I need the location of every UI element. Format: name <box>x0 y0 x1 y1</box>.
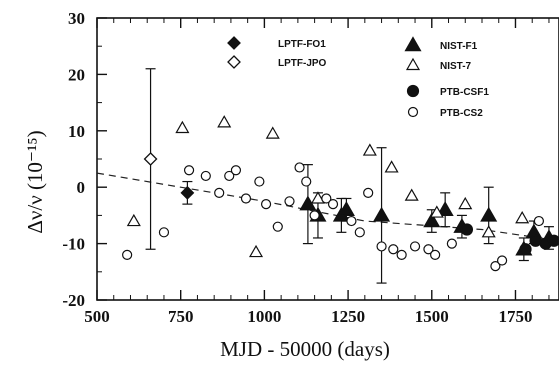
x-tick-label: 500 <box>84 307 110 326</box>
x-tick-label: 1250 <box>331 307 365 326</box>
series-ptb-cs2 <box>122 162 545 272</box>
data-point-ptb-cs2 <box>122 249 133 260</box>
x-tick-label: 1000 <box>247 307 281 326</box>
data-point-ptb-cs2 <box>200 170 211 182</box>
legend-marker-nist-7 <box>405 57 421 71</box>
data-point-lptf-jpo <box>143 152 158 166</box>
data-point-nist-7 <box>362 143 377 156</box>
x-tick-label: 750 <box>168 307 194 326</box>
legend-label-nist-f1: NIST-F1 <box>440 41 478 52</box>
data-point-nist-7 <box>248 244 264 258</box>
y-tick-label: -20 <box>62 291 85 310</box>
legend-marker-ptb-cs2 <box>407 106 419 118</box>
data-point-nist-f1 <box>436 201 454 216</box>
series-lptf-fo1 <box>180 180 195 205</box>
data-point-ptb-cs2 <box>396 249 407 260</box>
data-point-nist-7 <box>265 126 280 139</box>
x-tick-label: 1500 <box>415 307 449 326</box>
data-point-nist-f1 <box>423 212 441 228</box>
legend-marker-nist-f1 <box>404 36 422 52</box>
data-point-nist-7 <box>404 188 419 201</box>
data-point-ptb-cs2 <box>446 238 457 249</box>
data-point-nist-7 <box>384 160 399 173</box>
data-point-ptb-cs2 <box>490 261 501 272</box>
y-axis-title: Δν/ν (10⁻¹⁵) <box>23 130 47 233</box>
data-point-ptb-cs2 <box>376 241 387 252</box>
y-tick-label: 30 <box>68 9 85 28</box>
data-point-ptb-cs2 <box>260 199 272 210</box>
plot-border <box>96 17 559 301</box>
data-point-ptb-cs2 <box>321 193 332 204</box>
data-point-ptb-cs2 <box>363 187 374 198</box>
axis-ticks: 500 750 1000 1250 1500 1750 30 20 10 0 -10 -20 <box>62 9 550 326</box>
data-point-nist-f1 <box>373 206 391 222</box>
plot-frame <box>96 17 559 301</box>
legend-label-lptf-jpo: LPTF-JPO <box>278 58 327 69</box>
data-point-ptb-cs2 <box>301 176 312 187</box>
data-point-nist-7 <box>217 115 232 128</box>
data-point-nist-7 <box>310 191 325 204</box>
data-point-ptb-csf1 <box>529 234 542 247</box>
data-points <box>122 68 559 284</box>
data-point-ptb-cs2 <box>388 244 399 255</box>
data-point-nist-7 <box>429 205 444 218</box>
data-point-ptb-cs2 <box>423 244 434 255</box>
y-tick-label: 0 <box>77 178 86 197</box>
data-point-nist-7 <box>458 196 473 210</box>
data-point-nist-f1 <box>337 201 355 216</box>
x-tick-label: 1750 <box>498 307 532 326</box>
data-point-ptb-cs2 <box>214 187 225 198</box>
y-tick-label: 20 <box>68 65 85 84</box>
legend: LPTF-FO1 LPTF-JPO NIST-F1 NIST-7 PTB-CSF1 PTB… <box>227 36 489 119</box>
trend-line-path <box>96 172 559 242</box>
series-nist-7 <box>126 115 530 258</box>
data-point-ptb-csf1 <box>547 234 559 247</box>
trend-line <box>96 172 559 242</box>
data-point-ptb-cs2 <box>430 249 441 260</box>
y-tick-label: 10 <box>68 122 85 141</box>
data-point-ptb-cs2 <box>496 255 508 266</box>
data-point-ptb-cs2 <box>230 165 242 176</box>
data-point-ptb-cs2 <box>346 215 357 227</box>
series-lptf-jpo <box>143 68 158 250</box>
data-point-ptb-cs2 <box>158 227 170 238</box>
data-point-ptb-cs2 <box>409 241 421 252</box>
legend-marker-lptf-jpo <box>227 55 241 69</box>
legend-label-nist-7: NIST-7 <box>440 61 472 72</box>
data-point-ptb-cs2 <box>354 227 365 238</box>
data-point-ptb-cs2 <box>254 176 265 187</box>
data-point-ptb-cs2 <box>533 215 545 227</box>
x-axis-title: MJD - 50000 (days) <box>220 337 390 361</box>
legend-label-lptf-fo1: LPTF-FO1 <box>278 39 326 50</box>
series-ptb-csf1 <box>460 223 559 256</box>
y-tick-label: -10 <box>62 235 85 254</box>
data-point-lptf-fo1 <box>180 185 195 200</box>
data-point-ptb-cs2 <box>240 193 252 204</box>
series-nist-f1 <box>299 147 558 284</box>
legend-marker-lptf-fo1 <box>227 36 241 50</box>
data-point-ptb-cs2 <box>183 165 195 176</box>
data-point-nist-f1 <box>480 206 498 222</box>
legend-label-ptb-csf1: PTB-CSF1 <box>440 87 489 98</box>
data-point-ptb-csf1 <box>460 223 474 236</box>
data-point-ptb-csf1 <box>519 243 532 256</box>
data-point-ptb-cs2 <box>309 210 320 221</box>
data-point-nist-7 <box>481 225 496 238</box>
data-point-ptb-cs2 <box>272 221 283 232</box>
data-point-ptb-cs2 <box>327 199 339 210</box>
data-point-nist-7 <box>175 120 190 134</box>
data-point-nist-7 <box>126 213 141 227</box>
data-point-nist-7 <box>515 211 530 224</box>
data-point-ptb-cs2 <box>224 170 235 182</box>
data-point-ptb-cs2 <box>284 196 295 207</box>
legend-marker-ptb-csf1 <box>406 84 420 98</box>
data-point-ptb-cs2 <box>294 162 305 173</box>
legend-label-ptb-cs2: PTB-CS2 <box>440 108 483 119</box>
